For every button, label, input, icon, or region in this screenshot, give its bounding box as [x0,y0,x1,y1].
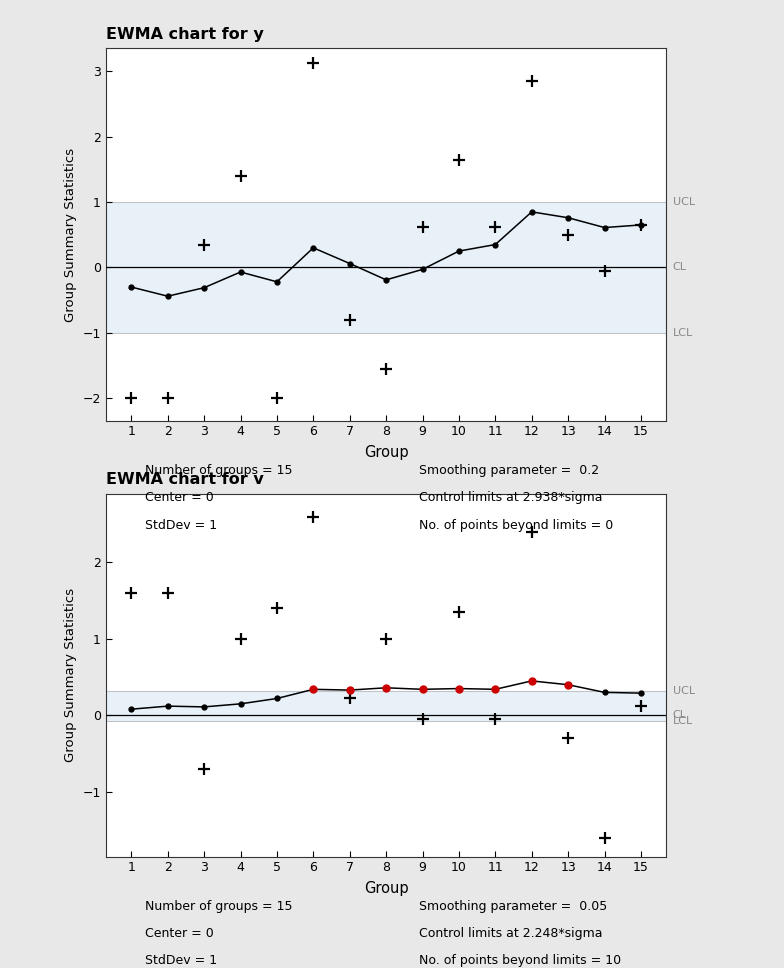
Text: EWMA chart for y: EWMA chart for y [106,27,263,42]
Text: LCL: LCL [673,716,693,726]
Text: StdDev = 1: StdDev = 1 [145,519,217,531]
Text: UCL: UCL [673,686,695,696]
Text: Smoothing parameter =  0.2: Smoothing parameter = 0.2 [419,465,600,477]
Text: Smoothing parameter =  0.05: Smoothing parameter = 0.05 [419,900,608,913]
Text: Center = 0: Center = 0 [145,492,214,504]
Text: CL: CL [673,262,687,272]
Text: Control limits at 2.938*sigma: Control limits at 2.938*sigma [419,492,603,504]
Text: CL: CL [673,711,687,720]
Bar [106,691,666,721]
Text: Center = 0: Center = 0 [145,927,214,940]
Text: No. of points beyond limits = 10: No. of points beyond limits = 10 [419,954,622,967]
Text: UCL: UCL [673,197,695,207]
Text: No. of points beyond limits = 0: No. of points beyond limits = 0 [419,519,614,531]
Text: StdDev = 1: StdDev = 1 [145,954,217,967]
Text: Number of groups = 15: Number of groups = 15 [145,900,292,913]
X-axis label: Group: Group [364,881,408,895]
Text: Control limits at 2.248*sigma: Control limits at 2.248*sigma [419,927,603,940]
Text: EWMA chart for v: EWMA chart for v [106,472,263,487]
Text: Number of groups = 15: Number of groups = 15 [145,465,292,477]
X-axis label: Group: Group [364,445,408,460]
Y-axis label: Group Summary Statistics: Group Summary Statistics [64,148,77,321]
Bar [106,202,666,333]
Y-axis label: Group Summary Statistics: Group Summary Statistics [64,589,77,762]
Text: LCL: LCL [673,328,693,338]
